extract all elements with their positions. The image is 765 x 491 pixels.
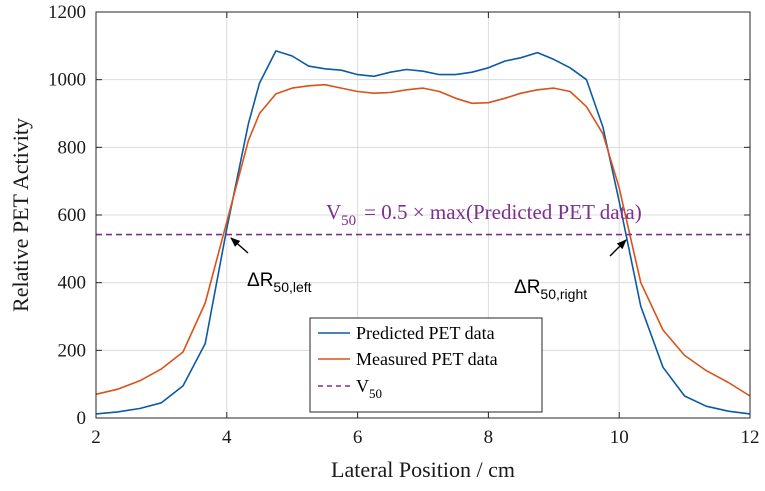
series-layer: [95, 50, 751, 415]
v50-label-sub: 50: [341, 213, 356, 229]
legend-label-v50-base: V: [356, 376, 369, 396]
y-tick-label: 1200: [48, 2, 86, 23]
annotation-left-sub: 50,left: [273, 279, 311, 295]
y-tick-label: 0: [77, 408, 87, 429]
annotation-left: ΔR50,left: [230, 237, 312, 295]
legend-label-v50-sub: 50: [369, 386, 382, 401]
x-tick-label: 4: [222, 427, 232, 448]
legend-label-measured: Measured PET data: [356, 349, 498, 369]
annotation-left-label: ΔR50,left: [247, 270, 312, 295]
series-line-predicted: [95, 50, 751, 415]
annotation-right-base: ΔR: [514, 277, 540, 298]
v50-label-rest: = 0.5 × max(Predicted PET data): [364, 200, 642, 224]
x-axis-title: Lateral Position / cm: [331, 457, 515, 482]
series-line-measured: [95, 83, 751, 397]
legend-label-v50: V50: [356, 376, 382, 401]
legend-label-predicted: Predicted PET data: [356, 323, 495, 343]
v50-label-v: V: [326, 200, 341, 224]
x-tick-label: 8: [484, 427, 494, 448]
annotation-left-base: ΔR: [247, 270, 273, 291]
x-tick-label: 6: [353, 427, 363, 448]
ticks: 2 4 6 8 10 12 0 200 400 600 800 1000 1200: [48, 2, 760, 448]
y-tick-label: 800: [58, 137, 87, 158]
legend: Predicted PET data Measured PET data V50: [309, 317, 543, 413]
annotation-right-arrow: [609, 239, 627, 257]
annotation-right: ΔR50,right: [514, 239, 627, 302]
y-tick-label: 600: [58, 205, 87, 226]
annotation-left-arrow: [230, 237, 249, 254]
y-axis-title: Relative PET Activity: [8, 118, 33, 312]
x-tick-label: 10: [610, 427, 629, 448]
annotation-right-label: ΔR50,right: [514, 277, 587, 302]
v50-label: V50 = 0.5 × max(Predicted PET data): [326, 200, 642, 229]
y-tick-label: 200: [58, 340, 87, 361]
annotation-right-sub: 50,right: [540, 286, 587, 302]
x-tick-label: 2: [91, 427, 101, 448]
y-tick-label: 1000: [48, 70, 86, 91]
x-tick-label: 12: [741, 427, 760, 448]
y-tick-label: 400: [58, 273, 87, 294]
